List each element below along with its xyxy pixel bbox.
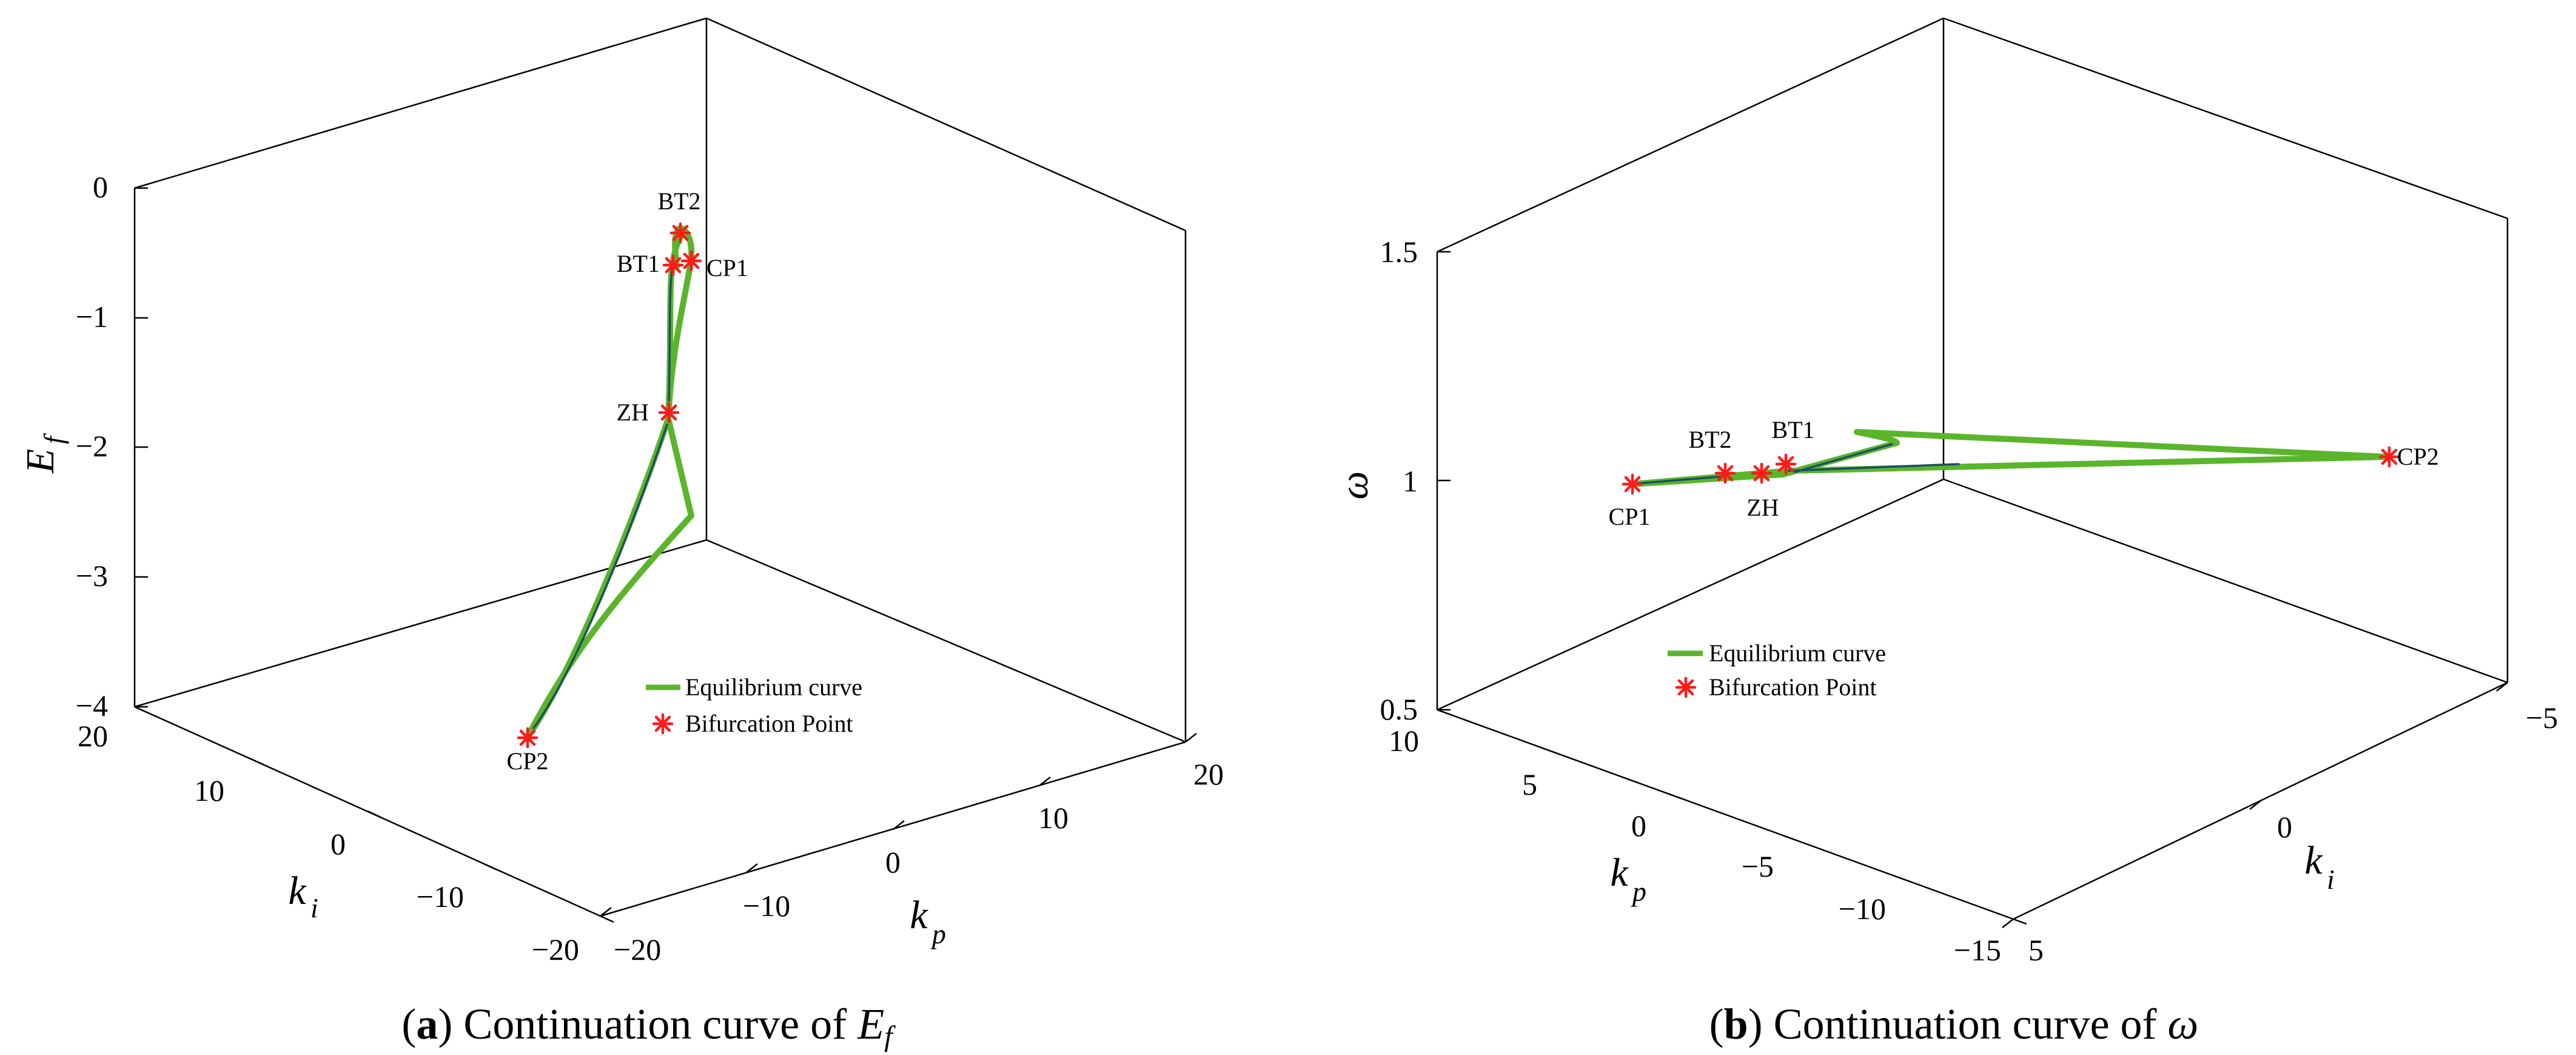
panel-a-z-axis-label: E f [18,433,69,474]
bifurcation-marker [2378,446,2400,468]
panel-a-x-tick-label: 20 [78,719,108,753]
panel-b-x-tick-label: −15 [1954,933,2001,967]
panel-b-y-tick-label: 5 [2028,933,2044,967]
point-label-bt1: BT1 [617,250,660,277]
panel-a-z-tick-label: −3 [76,559,108,593]
legend-label-equilibrium: Equilibrium curve [685,673,862,701]
bifurcation-marker [1751,462,1773,484]
bifurcation-marker [680,250,702,272]
panel-b-z-tick-label: 1 [1403,464,1418,498]
panel-b-caption-text: (b) Continuation curve of ω [1709,1000,2199,1048]
point-label-cp1: CP1 [1609,503,1651,530]
panel-b-curve [1629,429,2389,487]
panel-a-z-axis-var: E [18,449,62,474]
point-label-cp2: CP2 [2397,443,2439,470]
panel-b-x-tick-label: −5 [1742,849,1774,883]
panel-b-x-ticks: 10 5 0 −5 −10 −15 [1389,709,2027,967]
legend-label-bifurcation: Bifurcation Point [1709,673,1877,701]
panel-b: 1.5 1 0.5 ω 10 5 0 −5 −10 −15 k p − [1332,17,2558,1048]
bifurcation-marker [517,727,538,749]
panel-b-y-axis-label: k i [2304,838,2334,895]
panel-b-curve-upper [1629,429,2389,487]
legend-label-bifurcation: Bifurcation Point [685,710,853,737]
point-label-cp1: CP1 [706,254,748,281]
panel-b-curve-lower [1629,454,2389,487]
panel-a-x-axis-label: k i [288,869,318,923]
panel-a-y-tick-label: 10 [1038,801,1068,835]
bifurcation-marker [658,402,680,423]
panel-a-x-tick-label: −20 [532,932,579,966]
point-label-bt2: BT2 [657,187,700,215]
point-label-cp2: CP2 [507,747,549,775]
panel-a-z-tick-label: −4 [76,689,108,723]
bifurcation-marker [1714,462,1736,484]
panel-a-z-tick-label: 0 [93,170,108,204]
panel-a-x-tick-label: 0 [330,827,346,861]
panel-a-y-tick-label: 0 [885,845,901,879]
legend-label-equilibrium: Equilibrium curve [1709,639,1886,667]
point-label-bt1: BT1 [1771,416,1814,443]
panel-a-y-axis-var: k [910,893,928,937]
panel-a: 0 −1 −2 −3 −4 E f 20 10 0 −10 −20 k i [18,17,1224,1053]
point-label-zh: ZH [1746,494,1779,521]
panel-a-x-axis-sub: i [310,892,318,923]
panel-b-caption: (b) Continuation curve of ω [1709,1000,2199,1048]
panel-b-y-tick-label: 0 [2277,810,2292,844]
panel-a-caption-text: (a) Continuation curve of Ef [401,1000,896,1053]
panel-b-x-tick-label: 10 [1389,724,1419,758]
point-label-zh: ZH [617,399,649,426]
point-label-bt2: BT2 [1688,426,1731,453]
panel-a-box [133,17,1187,917]
panel-b-z-tick-label: 1.5 [1380,235,1418,269]
panel-b-x-axis-label: k p [1610,851,1646,907]
panel-b-x-axis-sub: p [1631,876,1646,907]
panel-a-z-axis-sub: f [38,433,69,444]
panel-b-x-tick-label: −10 [1839,892,1886,926]
panel-b-y-axis-var: k [2304,838,2323,883]
panel-b-z-tick-label: 0.5 [1380,692,1418,726]
panel-b-z-axis-label: ω [1332,471,1377,500]
panel-b-y-ticks: −5 0 5 [2002,682,2558,967]
panel-b-points: CP1 BT2 BT1 ZH CP2 [1609,416,2439,530]
panel-a-curve-dark [532,263,674,729]
panel-a-caption: (a) Continuation curve of Ef [401,1000,896,1053]
panel-b-y-tick-label: −5 [2526,701,2558,735]
panel-a-curve-outer [525,225,695,740]
panel-a-z-ticks: 0 −1 −2 −3 −4 [76,170,148,723]
panel-a-curve-inner [525,231,685,740]
panel-a-x-ticks: 20 10 0 −10 −20 [78,706,614,966]
bifurcation-marker [669,222,691,244]
bifurcation-marker [652,713,674,735]
panel-a-x-tick-label: −10 [417,880,464,914]
panel-a-y-axis-label: k p [910,893,946,949]
panel-a-points: BT2 BT1 CP1 ZH CP2 [507,187,748,775]
panel-a-y-tick-label: −20 [614,932,661,966]
panel-b-curve-dark [1636,443,1960,485]
panel-a-y-axis-sub: p [930,918,946,949]
panel-a-y-tick-label: 20 [1193,757,1224,791]
bifurcation-marker [1775,453,1797,475]
panel-a-z-tick-label: −1 [76,300,108,334]
panel-b-x-axis-var: k [1610,851,1629,895]
panel-a-x-axis-var: k [288,869,307,913]
panel-b-x-tick-label: 0 [1631,809,1646,843]
panel-b-z-ticks: 1.5 1 0.5 [1380,235,1451,726]
bifurcation-marker [1622,473,1643,495]
panel-a-z-tick-label: −2 [76,429,108,463]
panel-b-y-axis-sub: i [2327,864,2335,895]
panel-a-x-tick-label: 10 [194,774,224,807]
bifurcation-marker [1675,676,1697,698]
panel-a-y-ticks: −20 −10 0 10 20 [600,733,1224,966]
panel-b-x-tick-label: 5 [1522,767,1537,801]
panel-b-legend: Equilibrium curve Bifurcation Point [1668,639,1886,701]
panel-a-y-tick-label: −10 [743,889,790,923]
bifurcation-marker [662,254,684,276]
panel-a-legend: Equilibrium curve Bifurcation Point [646,673,862,737]
panel-a-curve [525,225,695,740]
